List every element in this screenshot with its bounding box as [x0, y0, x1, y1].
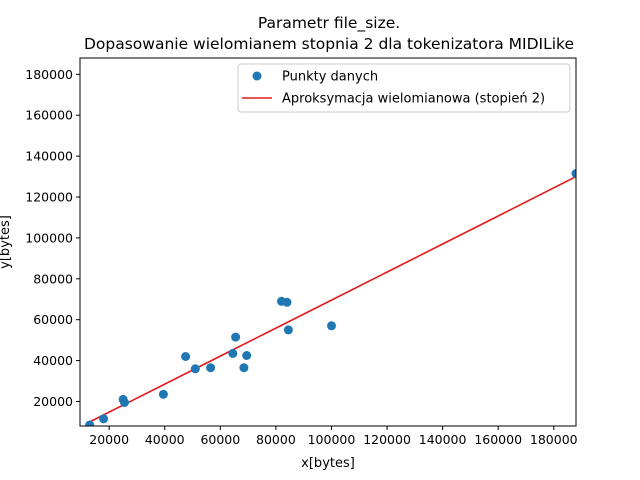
- data-point-5: [158, 389, 168, 399]
- y-tick-label: 60000: [33, 312, 73, 327]
- data-point-15: [283, 325, 293, 335]
- data-point-2: [99, 414, 109, 424]
- data-point-4: [120, 398, 129, 407]
- x-tick-label: 180000: [530, 432, 578, 447]
- x-tick-label: 100000: [308, 432, 356, 447]
- x-tick-label: 80000: [256, 432, 296, 447]
- x-tick-label: 40000: [145, 432, 185, 447]
- x-tick-label: 60000: [200, 432, 240, 447]
- y-tick-label: 20000: [33, 394, 73, 409]
- y-tick-label: 120000: [25, 190, 73, 205]
- x-tick-label: 140000: [419, 432, 467, 447]
- plot-area: [85, 169, 576, 426]
- legend-box: [237, 63, 571, 113]
- data-point-6: [181, 352, 191, 361]
- legend-label-fit: Aproksymacja wielomianowa (stopień 2): [282, 92, 545, 107]
- y-axis-label: y[bytes]: [0, 215, 13, 269]
- chart-subtitle: Dopasowanie wielomianem stopnia 2 dla to…: [84, 35, 574, 53]
- data-point-17: [571, 169, 576, 178]
- y-ticks: 20000 40000 60000 80000 100000 120000 140000 16…: [25, 67, 80, 409]
- x-tick-label: 20000: [89, 432, 129, 447]
- data-point-12: [242, 351, 252, 360]
- x-axis-label: x[bytes]: [301, 456, 355, 471]
- y-tick-label: 180000: [25, 67, 73, 82]
- data-point-7: [190, 364, 200, 374]
- legend-label-points: Punkty danych: [282, 70, 378, 85]
- data-point-8: [206, 363, 216, 373]
- fit-line: [89, 175, 576, 423]
- chart-title: Parametr file_size.: [258, 14, 400, 33]
- x-tick-label: 120000: [363, 432, 411, 447]
- x-tick-label: 160000: [474, 432, 522, 447]
- data-point-1: [85, 420, 95, 426]
- y-tick-label: 140000: [25, 149, 73, 164]
- y-tick-label: 160000: [25, 108, 73, 123]
- data-point-9: [228, 348, 238, 358]
- x-ticks: 20000 40000 60000 80000 100000 120000 140000 16…: [89, 426, 578, 447]
- y-tick-label: 40000: [33, 353, 73, 368]
- data-point-11: [239, 363, 249, 373]
- data-point-10: [231, 332, 241, 342]
- axes-frame: [79, 57, 577, 427]
- y-tick-label: 100000: [25, 230, 73, 245]
- legend-scatter-marker: [252, 71, 262, 81]
- data-point-14: [282, 297, 292, 307]
- y-tick-label: 80000: [33, 271, 73, 286]
- data-point-16: [327, 321, 336, 331]
- legend: Punkty danych Aproksymacja wielomianowa …: [237, 63, 571, 113]
